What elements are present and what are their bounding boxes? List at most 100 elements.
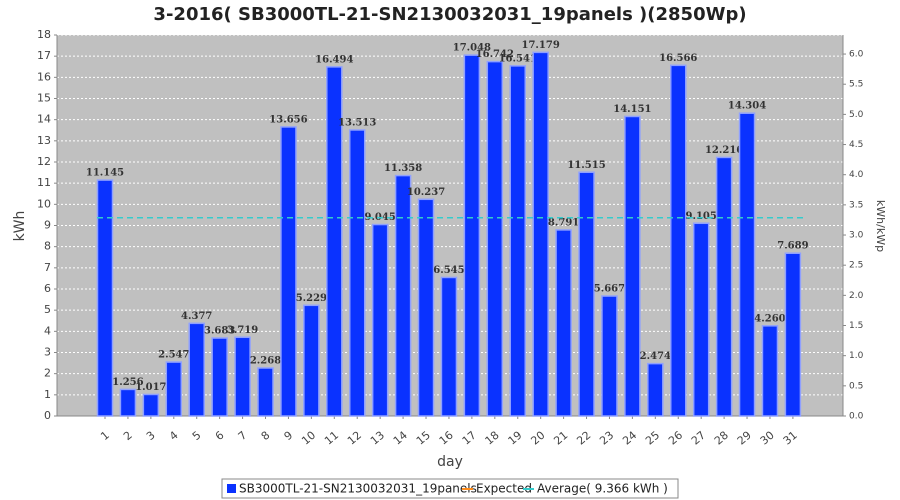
chart-title: 3-2016( SB3000TL-21-SN2130032031_19panel… [153, 4, 746, 25]
y-tick-label: 8 [44, 240, 51, 253]
x-tick-label: 2 [121, 429, 135, 443]
value-label: 2.474 [640, 351, 671, 362]
y2-tick-label: 4.0 [849, 170, 864, 180]
legend-label: Average( 9.366 kWh ) [537, 482, 668, 496]
legend-label: Expected [476, 482, 532, 496]
bar [463, 54, 481, 417]
x-tick-label: 19 [506, 429, 525, 448]
x-tick-label: 11 [322, 429, 341, 448]
x-tick-label: 10 [299, 429, 318, 448]
y2-tick-label: 5.5 [849, 80, 863, 90]
value-label: 4.377 [181, 311, 212, 322]
bar [784, 252, 802, 417]
bar [119, 388, 137, 417]
x-tick-label: 14 [391, 429, 410, 448]
bar [509, 65, 526, 417]
legend-label: SB3000TL-21-SN2130032031_19panels [239, 482, 477, 496]
value-label: 3.719 [227, 325, 258, 336]
x-tick-label: 17 [460, 429, 479, 448]
x-tick-label: 1 [98, 429, 112, 443]
bar [440, 276, 458, 417]
value-label: 2.547 [158, 350, 189, 361]
x-tick-label: 16 [437, 429, 456, 448]
value-label: 1.017 [135, 382, 166, 393]
bar [738, 112, 756, 417]
y-tick-label: 1 [44, 388, 51, 401]
y-tick-label: 12 [37, 155, 51, 168]
y-tick-label: 9 [44, 219, 51, 232]
bar [715, 156, 733, 417]
value-label: 4.260 [754, 313, 785, 324]
y-tick-label: 10 [37, 197, 51, 210]
y2-tick-label: 1.0 [849, 351, 864, 361]
y2-tick-label: 0.5 [849, 381, 863, 391]
y-tick-label: 14 [37, 113, 51, 126]
y-tick-label: 15 [37, 92, 51, 105]
x-tick-label: 22 [574, 429, 593, 448]
value-label: 14.151 [613, 104, 651, 115]
x-tick-label: 18 [483, 429, 502, 448]
y-tick-label: 11 [37, 176, 51, 189]
y-tick-label: 3 [44, 346, 51, 359]
y2-axis-label: kWh/kWp [874, 200, 887, 252]
x-tick-label: 8 [259, 429, 273, 443]
value-label: 17.179 [522, 40, 560, 51]
y-tick-label: 7 [44, 261, 51, 274]
value-label: 13.513 [338, 117, 376, 128]
legend [221, 478, 679, 499]
bar [142, 393, 160, 417]
y-tick-label: 2 [44, 367, 51, 380]
bar [303, 304, 320, 417]
bar [96, 179, 114, 417]
y2-tick-label: 5.0 [849, 110, 864, 120]
value-label: 11.515 [567, 160, 605, 171]
bar [165, 361, 183, 417]
value-label: 2.268 [250, 355, 281, 366]
bar [188, 322, 205, 417]
value-label: 1.256 [112, 377, 143, 388]
x-tick-label: 23 [597, 429, 616, 448]
value-label: 12.216 [705, 145, 743, 156]
value-label: 6.545 [433, 265, 464, 276]
value-label: 9.105 [686, 211, 717, 222]
y-tick-label: 16 [37, 70, 51, 83]
bar [692, 222, 710, 417]
bar [234, 336, 251, 417]
x-tick-label: 13 [368, 429, 387, 448]
value-label: 8.791 [548, 217, 579, 228]
value-label: 11.145 [86, 168, 124, 179]
bar [257, 367, 274, 417]
value-label: 16.566 [659, 53, 697, 64]
x-tick-label: 9 [282, 429, 296, 443]
x-tick-label: 25 [643, 429, 662, 448]
y-tick-label: 17 [37, 49, 51, 62]
value-label: 10.237 [407, 187, 445, 198]
value-label: 13.656 [269, 114, 307, 125]
bar [394, 174, 412, 417]
y2-tick-label: 2.5 [849, 261, 863, 271]
y-tick-label: 4 [44, 324, 51, 337]
bar [326, 66, 343, 417]
x-tick-label: 29 [735, 429, 754, 448]
bar [601, 295, 618, 417]
value-label: 16.541 [499, 53, 537, 64]
x-axis-label: day [437, 454, 463, 470]
value-label: 14.304 [728, 101, 766, 112]
value-label: 11.358 [384, 163, 422, 174]
x-tick-label: 27 [689, 429, 708, 448]
legend-swatch [227, 484, 236, 493]
y-tick-label: 18 [37, 28, 51, 41]
x-tick-label: 7 [236, 429, 250, 443]
y2-tick-label: 0.0 [849, 412, 864, 422]
y2-tick-label: 6.0 [849, 50, 864, 60]
x-tick-label: 4 [167, 429, 181, 443]
bar [211, 337, 228, 417]
value-label: 3.683 [204, 326, 235, 337]
value-label: 7.689 [777, 241, 808, 252]
bar [532, 51, 549, 417]
bar [280, 126, 297, 417]
y2-tick-label: 3.0 [849, 231, 864, 241]
x-tick-label: 26 [666, 429, 685, 448]
